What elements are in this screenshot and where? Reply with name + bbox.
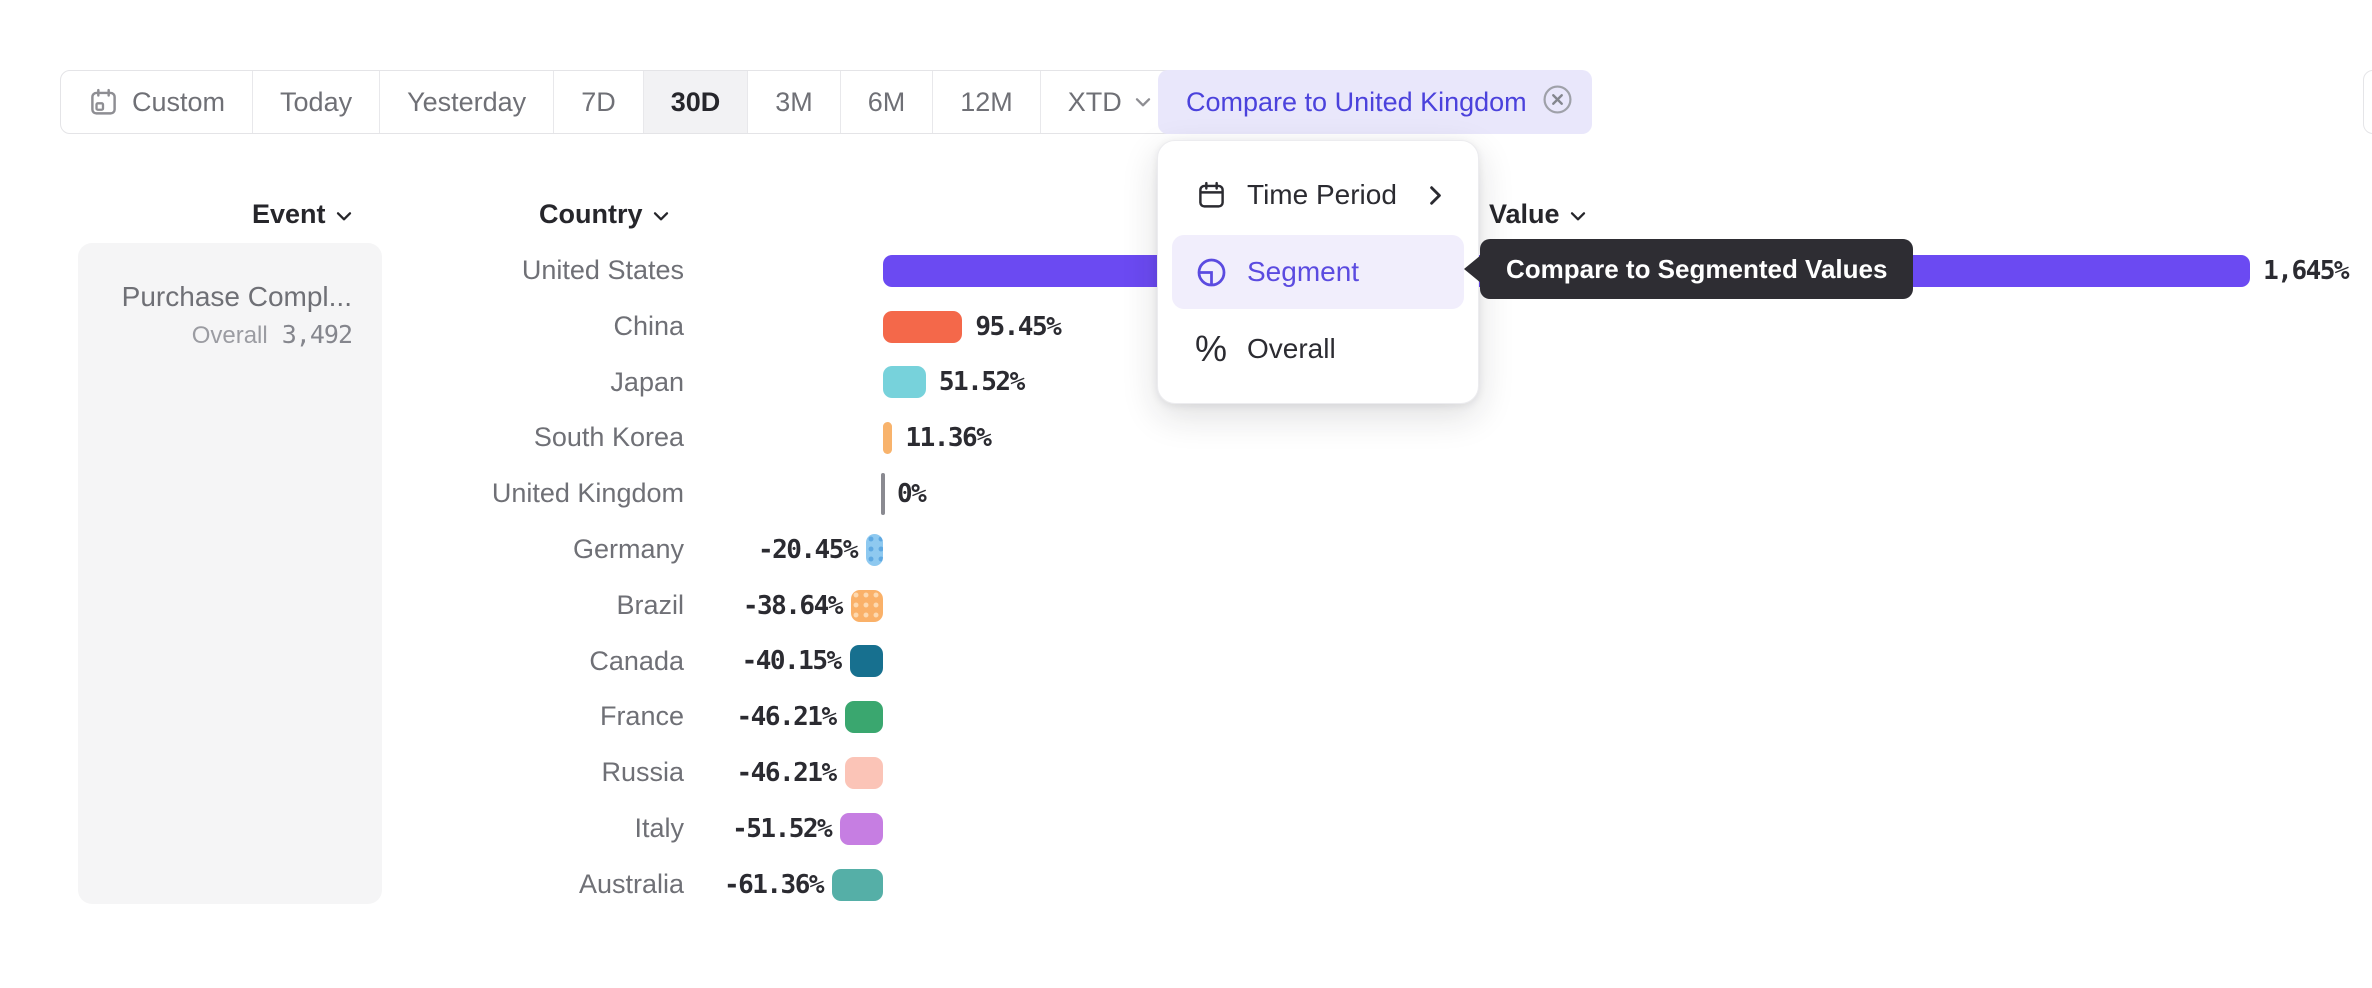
chart-row-russia: Russia -46.21%	[0, 745, 2372, 801]
overall-value: 3,492	[281, 320, 353, 349]
tooltip: Compare to Segmented Values	[1464, 239, 1914, 299]
range-label: 3M	[775, 86, 813, 117]
tooltip-text: Compare to Segmented Values	[1506, 253, 1888, 284]
value-label: -51.52%	[732, 813, 833, 844]
range-label: Yesterday	[407, 86, 527, 117]
menu-item-label: Segment	[1247, 256, 1360, 287]
chevron-down-icon	[1570, 211, 1586, 222]
chart-row-united-kingdom: United Kingdom 0%	[0, 466, 2372, 522]
country-label: Canada	[589, 645, 684, 676]
chevron-down-icon	[1135, 97, 1151, 108]
country-label: United Kingdom	[491, 478, 684, 509]
chart-row-brazil: Brazil -38.64%	[0, 578, 2372, 634]
calendar-icon	[88, 87, 119, 118]
bar-australia[interactable]	[832, 868, 883, 901]
range-12m[interactable]: 12M	[932, 71, 1040, 133]
chart-row-australia: Australia -61.36%	[0, 857, 2372, 913]
column-header-event[interactable]: Event	[252, 197, 352, 231]
column-header-country[interactable]: Country	[539, 197, 669, 231]
column-header-country-label: Country	[539, 198, 643, 229]
range-label: 7D	[581, 86, 616, 117]
chart-row-france: France -46.21%	[0, 689, 2372, 745]
country-label: China	[613, 310, 684, 341]
event-name: Purchase Compl...	[121, 281, 352, 312]
range-yesterday[interactable]: Yesterday	[379, 71, 553, 133]
value-label: 1,645%	[2263, 255, 2349, 286]
range-label: 6M	[867, 86, 906, 117]
value-label: 0%	[897, 479, 927, 510]
circle-x-icon[interactable]	[1541, 83, 1574, 121]
date-range-toolbar: Custom Today Yesterday 7D 30D 3M 6M 12M XTD	[60, 70, 1179, 134]
chart-row-japan: Japan 51.52%	[0, 355, 2372, 411]
range-custom[interactable]: Custom	[61, 71, 252, 133]
chevron-down-icon	[336, 211, 352, 222]
tooltip-arrow-icon	[1464, 255, 1481, 283]
range-label: Custom	[132, 86, 226, 117]
range-7d[interactable]: 7D	[553, 71, 643, 133]
range-label: Today	[280, 86, 353, 117]
value-label: -46.21%	[736, 758, 838, 789]
value-label: -20.45%	[757, 534, 859, 565]
column-header-value-label: Value	[1489, 198, 1560, 229]
bar-china[interactable]	[883, 310, 963, 343]
chevron-down-icon	[653, 211, 669, 222]
bar-france[interactable]	[844, 701, 883, 734]
bar-brazil[interactable]	[850, 589, 883, 622]
overall-label: Overall	[191, 322, 268, 349]
bar-germany[interactable]	[866, 533, 883, 566]
country-label: United States	[521, 255, 684, 285]
bar-russia[interactable]	[844, 757, 883, 790]
value-label: -46.21%	[736, 702, 838, 733]
event-overall-row: Overall 3,492	[78, 320, 353, 350]
menu-item-overall[interactable]: % Overall	[1172, 312, 1464, 386]
chart-row-china: China 95.45%	[0, 299, 2372, 355]
segment-icon	[1194, 256, 1228, 289]
menu-item-label: Time Period	[1247, 179, 1397, 210]
country-label: Brazil	[616, 589, 684, 620]
range-6m[interactable]: 6M	[839, 71, 933, 133]
country-label: Russia	[601, 757, 684, 788]
chart-row-canada: Canada -40.15%	[0, 634, 2372, 690]
value-label: -38.64%	[742, 590, 844, 621]
calendar-icon	[1194, 180, 1228, 211]
value-label: -40.15%	[741, 646, 843, 677]
range-xtd[interactable]: XTD	[1039, 71, 1178, 133]
range-today[interactable]: Today	[252, 71, 379, 133]
country-label: France	[599, 701, 684, 732]
column-header-event-label: Event	[252, 198, 326, 229]
bar-united-kingdom[interactable]	[881, 473, 885, 516]
menu-item-time-period[interactable]: Time Period	[1172, 158, 1464, 232]
menu-item-segment[interactable]: Segment	[1172, 235, 1464, 309]
range-label: 30D	[670, 86, 721, 117]
bar-italy[interactable]	[840, 812, 883, 845]
country-label: Italy	[634, 813, 684, 843]
value-label: 95.45%	[975, 311, 1061, 342]
menu-item-label: Overall	[1247, 333, 1336, 364]
compare-dropdown-menu: Time Period Segment% Overall	[1157, 140, 1479, 404]
event-card[interactable]: Purchase Compl... Overall 3,492	[78, 243, 382, 904]
chart-row-italy: Italy -51.52%	[0, 801, 2372, 857]
chart-row-germany: Germany -20.45%	[0, 522, 2372, 578]
range-3m[interactable]: 3M	[747, 71, 840, 133]
bar-south-korea[interactable]	[883, 422, 893, 455]
value-label: 51.52%	[938, 367, 1025, 398]
country-label: Australia	[578, 868, 684, 899]
range-30d[interactable]: 30D	[642, 71, 748, 133]
country-label: Germany	[572, 534, 684, 564]
compare-chip[interactable]: Compare to United Kingdom	[1158, 70, 1592, 134]
bar-japan[interactable]	[883, 366, 926, 399]
chevron-right-icon	[1429, 185, 1442, 206]
column-header-value[interactable]: Value	[1489, 197, 1586, 231]
country-label: South Korea	[533, 422, 684, 453]
value-label: 11.36%	[905, 423, 991, 454]
chart-row-south-korea: South Korea 11.36%	[0, 410, 2372, 466]
compare-chip-label: Compare to United Kingdom	[1186, 86, 1527, 117]
country-label: Japan	[610, 366, 684, 397]
range-label: 12M	[960, 86, 1013, 117]
bar-canada[interactable]	[849, 645, 883, 678]
value-label: -61.36%	[723, 869, 825, 900]
range-label: XTD	[1067, 86, 1122, 117]
percent-icon: %	[1194, 328, 1227, 369]
